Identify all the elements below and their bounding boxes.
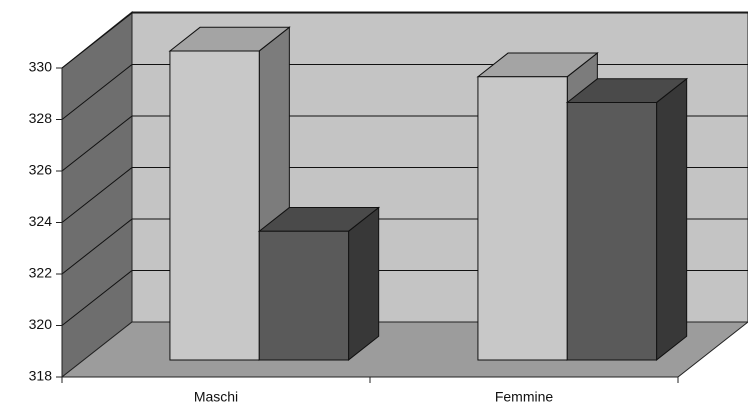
- y-tick-label: 320: [29, 316, 53, 332]
- y-tick-label: 324: [29, 213, 53, 229]
- y-tick-label: 322: [29, 265, 53, 281]
- y-tick-label: 330: [29, 59, 53, 75]
- y-tick-label: 326: [29, 162, 53, 178]
- x-tick-label: Femmine: [495, 389, 554, 405]
- grid-line: [61, 12, 133, 69]
- grid-line: [61, 64, 133, 120]
- bar-side: [348, 206, 380, 361]
- x-tick-label: Maschi: [194, 389, 238, 405]
- grid-line: [61, 218, 133, 275]
- bar: [566, 101, 658, 361]
- bar: [258, 230, 350, 361]
- y-tick-label: 318: [29, 368, 53, 384]
- bar-side: [656, 77, 688, 361]
- bar: [477, 76, 568, 361]
- grid-line: [61, 270, 133, 326]
- grid-line: [61, 167, 133, 223]
- bar: [169, 50, 260, 361]
- y-tick-label: 328: [29, 110, 53, 126]
- grid-line: [61, 115, 133, 172]
